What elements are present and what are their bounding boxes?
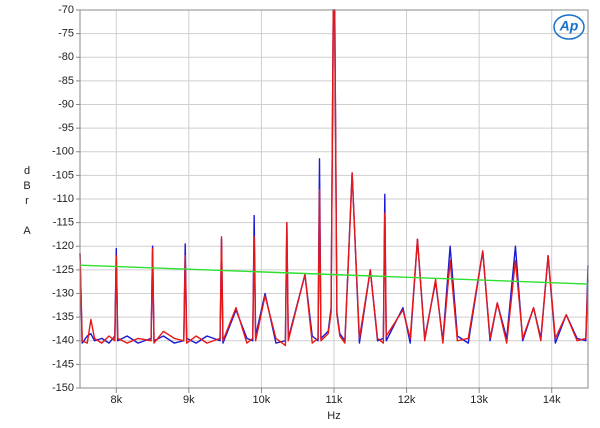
- y-tick-label: -130: [52, 287, 74, 299]
- y-tick-label: -75: [58, 28, 74, 40]
- y-tick-label: -150: [52, 382, 74, 394]
- x-tick-label: 13k: [470, 394, 488, 406]
- x-tick-label: 12k: [398, 394, 416, 406]
- y-tick-label: -80: [58, 51, 74, 63]
- y-tick-label: -90: [58, 98, 74, 110]
- x-axis-label: Hz: [327, 410, 340, 422]
- y-tick-label: -140: [52, 335, 74, 347]
- y-axis-label: dBr A: [21, 165, 33, 240]
- y-tick-label: -125: [52, 264, 74, 276]
- x-tick-label: 10k: [253, 394, 271, 406]
- plot-frame: [79, 9, 589, 389]
- y-tick-label: -135: [52, 311, 74, 323]
- y-tick-label: -85: [58, 75, 74, 87]
- x-tick-label: 8k: [110, 394, 122, 406]
- spectrum-line: [79, 264, 589, 285]
- logo: Ap: [559, 18, 579, 34]
- logo-ring: [553, 14, 585, 40]
- x-tick-label: 9k: [183, 394, 195, 406]
- x-tick-label: 11k: [326, 394, 343, 406]
- y-tick-label: -105: [52, 169, 74, 181]
- y-tick-label: -110: [53, 193, 74, 205]
- y-tick-label: -95: [58, 122, 74, 134]
- x-tick-label: 14k: [543, 394, 561, 406]
- y-tick-label: -120: [52, 240, 74, 252]
- y-tick-label: -70: [58, 4, 74, 16]
- y-tick-label: -100: [52, 146, 74, 158]
- y-tick-label: -115: [53, 217, 74, 229]
- y-tick-label: -145: [52, 358, 74, 370]
